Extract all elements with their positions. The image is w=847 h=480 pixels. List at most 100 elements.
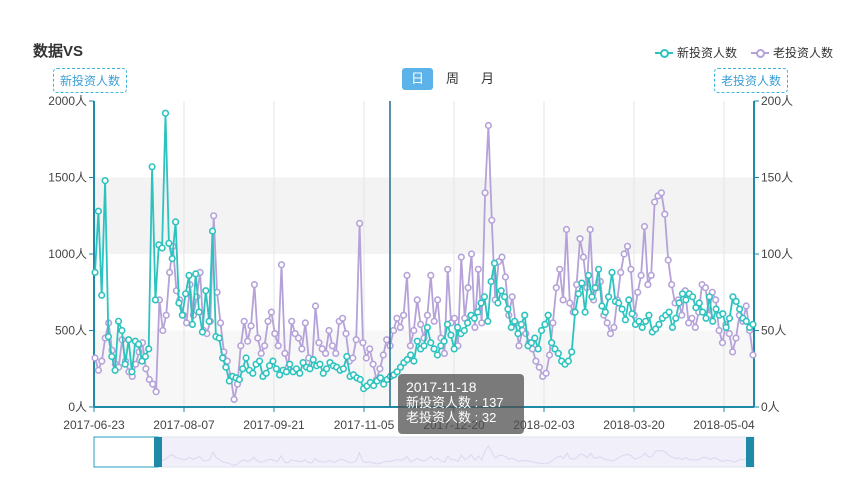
data-point-old[interactable] — [149, 380, 157, 388]
data-point-new[interactable] — [725, 314, 734, 322]
data-point-new[interactable] — [306, 365, 314, 373]
data-point-new[interactable] — [601, 308, 609, 316]
data-point-new[interactable] — [477, 299, 485, 307]
data-point-old[interactable] — [413, 296, 421, 304]
data-point-new[interactable] — [672, 314, 680, 322]
data-point-new[interactable] — [490, 259, 499, 267]
data-point-new[interactable] — [225, 377, 233, 385]
data-point-old[interactable] — [339, 314, 347, 322]
data-point-old[interactable] — [216, 319, 225, 327]
data-point-new[interactable] — [319, 369, 327, 377]
data-point-new[interactable] — [198, 328, 206, 336]
data-point-new[interactable] — [709, 317, 717, 325]
data-point-old[interactable] — [369, 360, 377, 368]
data-point-old[interactable] — [471, 323, 479, 332]
data-point-new[interactable] — [705, 293, 714, 301]
data-point-old[interactable] — [423, 311, 432, 319]
data-point-new[interactable] — [118, 326, 126, 335]
data-point-old[interactable] — [311, 302, 320, 310]
data-point-new[interactable] — [114, 317, 123, 325]
data-point-old[interactable] — [322, 349, 330, 358]
data-point-old[interactable] — [712, 296, 720, 304]
data-point-new[interactable] — [628, 310, 636, 318]
zoom-handle-left[interactable] — [154, 437, 162, 467]
data-point-new[interactable] — [645, 311, 653, 319]
data-point-old[interactable] — [623, 242, 632, 250]
data-point-new[interactable] — [239, 365, 247, 373]
data-point-old[interactable] — [257, 349, 265, 358]
data-point-new[interactable] — [158, 244, 166, 252]
data-point-new[interactable] — [222, 363, 230, 371]
data-point-old[interactable] — [427, 271, 435, 280]
data-point-new[interactable] — [286, 360, 294, 368]
data-point-new[interactable] — [192, 270, 200, 278]
data-point-new[interactable] — [665, 308, 673, 316]
data-point-new[interactable] — [272, 365, 280, 373]
data-point-new[interactable] — [91, 268, 99, 277]
data-point-new[interactable] — [682, 296, 690, 304]
data-point-new[interactable] — [427, 339, 435, 347]
data-point-old[interactable] — [254, 334, 262, 342]
data-point-old[interactable] — [603, 319, 611, 327]
data-point-new[interactable] — [450, 345, 458, 353]
data-point-old[interactable] — [281, 349, 289, 358]
data-point-new[interactable] — [242, 354, 250, 362]
data-point-new[interactable] — [584, 271, 593, 280]
data-point-new[interactable] — [638, 323, 646, 332]
data-point-new[interactable] — [175, 299, 183, 307]
data-point-new[interactable] — [356, 375, 364, 384]
data-point-old[interactable] — [430, 317, 438, 325]
tab-month[interactable]: 月 — [480, 71, 494, 86]
data-point-old[interactable] — [664, 256, 672, 264]
data-point-new[interactable] — [108, 352, 116, 361]
data-point-new[interactable] — [185, 271, 193, 280]
data-point-new[interactable] — [151, 296, 159, 304]
data-point-new[interactable] — [517, 320, 526, 329]
data-point-new[interactable] — [668, 323, 677, 332]
data-point-new[interactable] — [497, 287, 505, 295]
data-point-new[interactable] — [94, 207, 102, 215]
data-point-old[interactable] — [552, 284, 560, 292]
data-point-new[interactable] — [437, 342, 445, 350]
data-point-new[interactable] — [101, 177, 109, 185]
data-point-old[interactable] — [661, 210, 669, 218]
data-point-new[interactable] — [460, 326, 468, 335]
data-point-new[interactable] — [292, 365, 301, 373]
data-point-new[interactable] — [521, 311, 529, 319]
data-point-new[interactable] — [410, 357, 418, 365]
data-point-old[interactable] — [389, 326, 398, 335]
data-point-old[interactable] — [484, 121, 493, 130]
data-point-old[interactable] — [617, 268, 625, 277]
data-point-old[interactable] — [264, 317, 272, 325]
data-point-old[interactable] — [610, 323, 618, 332]
data-point-old[interactable] — [152, 388, 160, 396]
data-point-old[interactable] — [274, 342, 282, 350]
data-point-new[interactable] — [729, 293, 737, 301]
data-point-new[interactable] — [487, 277, 495, 286]
data-point-new[interactable] — [135, 340, 143, 348]
data-point-new[interactable] — [219, 354, 227, 362]
data-point-new[interactable] — [178, 311, 186, 319]
data-point-new[interactable] — [527, 339, 536, 347]
data-point-old[interactable] — [606, 330, 615, 338]
data-point-new[interactable] — [742, 317, 750, 325]
data-point-new[interactable] — [407, 351, 415, 359]
data-point-new[interactable] — [574, 290, 583, 298]
data-point-new[interactable] — [98, 291, 106, 299]
data-point-new[interactable] — [598, 302, 606, 310]
data-point-old[interactable] — [657, 189, 666, 197]
data-point-old[interactable] — [718, 339, 727, 347]
data-point-old[interactable] — [294, 334, 303, 342]
data-point-new[interactable] — [380, 380, 388, 388]
data-point-old[interactable] — [532, 357, 540, 365]
data-point-old[interactable] — [627, 265, 635, 273]
data-point-new[interactable] — [581, 308, 589, 316]
data-point-old[interactable] — [298, 345, 306, 353]
data-point-old[interactable] — [393, 314, 401, 322]
data-point-new[interactable] — [551, 345, 559, 353]
data-point-new[interactable] — [202, 287, 210, 295]
data-point-old[interactable] — [271, 330, 279, 338]
data-point-new[interactable] — [564, 357, 573, 365]
data-point-new[interactable] — [262, 369, 270, 377]
data-point-new[interactable] — [618, 305, 626, 313]
